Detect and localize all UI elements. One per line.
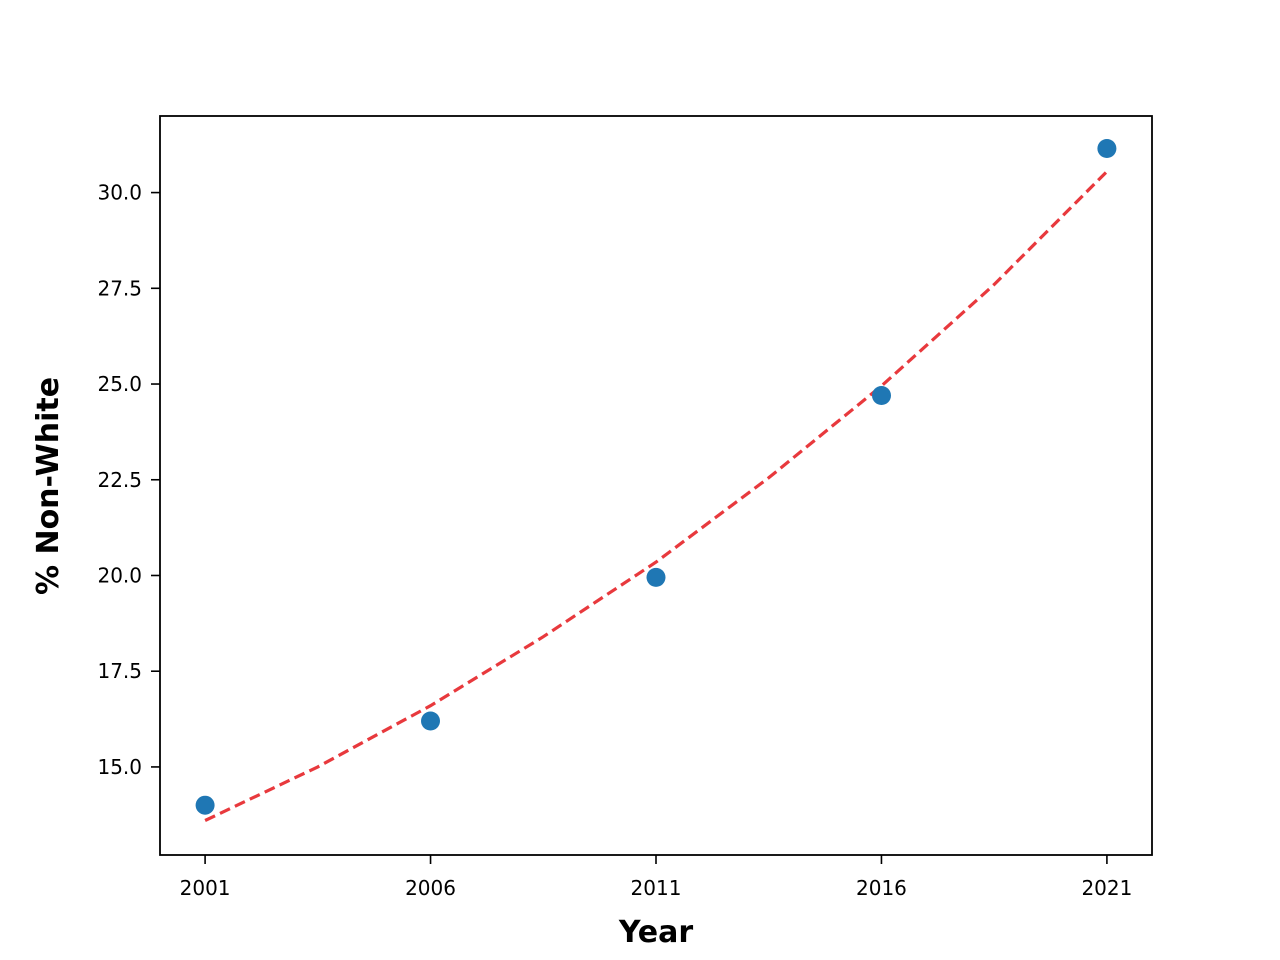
trend-line xyxy=(204,170,1109,822)
y-tick-label: 15.0 xyxy=(97,755,142,779)
x-tick-label: 2006 xyxy=(405,876,456,900)
x-tick-label: 2016 xyxy=(856,876,907,900)
y-axis: 15.0 17.5 20.0 22.5 25.0 27.5 30.0 xyxy=(97,181,160,779)
data-point-2006 xyxy=(421,711,440,731)
data-point-2021 xyxy=(1097,139,1117,158)
plot-frame xyxy=(159,115,1153,856)
x-tick-label: 2001 xyxy=(180,876,231,900)
x-tick-label: 2021 xyxy=(1081,876,1132,900)
y-tick-label: 20.0 xyxy=(97,563,142,587)
x-axis: 2001 2006 2011 2016 2021 xyxy=(180,855,1132,900)
y-tick-label: 22.5 xyxy=(97,468,142,492)
data-point-2011 xyxy=(646,567,666,587)
x-tick-label: 2011 xyxy=(631,876,682,900)
y-tick-label: 30.0 xyxy=(97,181,142,205)
y-tick-label: 25.0 xyxy=(97,372,142,396)
data-point-2016 xyxy=(872,386,891,405)
y-tick-label: 17.5 xyxy=(97,659,142,683)
y-tick-label: 27.5 xyxy=(97,276,142,300)
data-point-2001 xyxy=(195,795,215,815)
y-axis-title: % Non-White xyxy=(31,377,66,595)
plot-area xyxy=(195,139,1117,822)
x-axis-title: Year xyxy=(618,915,694,950)
